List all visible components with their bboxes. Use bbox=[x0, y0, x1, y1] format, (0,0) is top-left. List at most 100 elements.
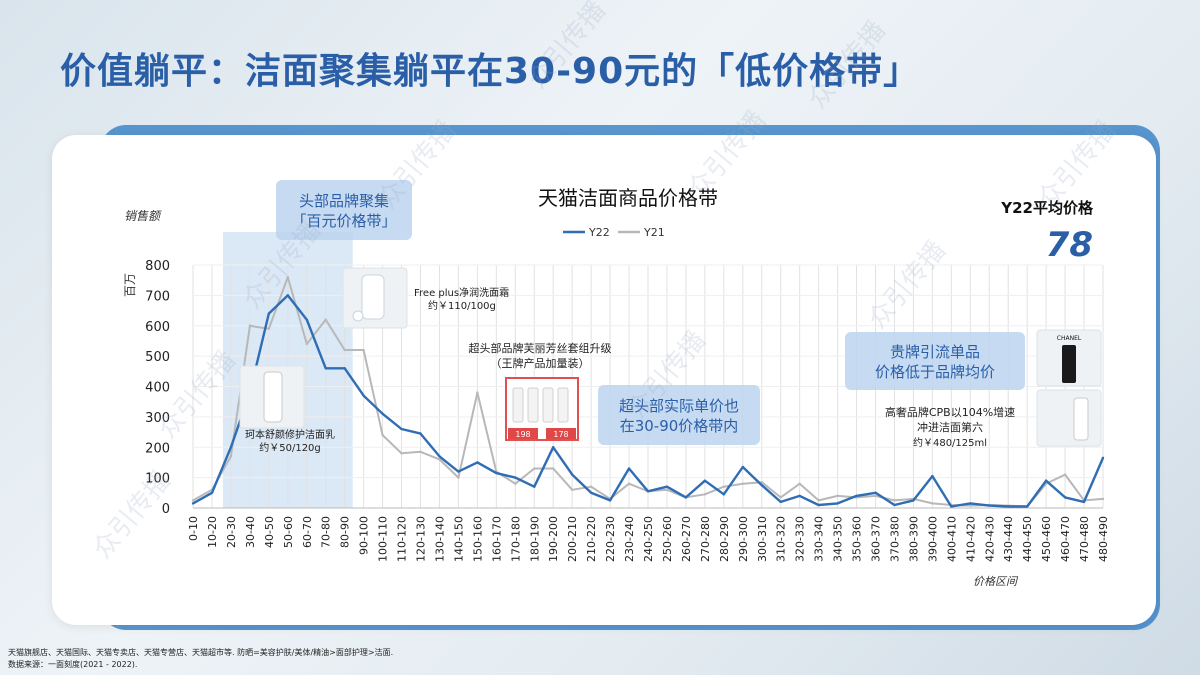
x-tick-label: 310-320 bbox=[775, 516, 788, 562]
callout-top-brand-line1: 头部品牌聚集 bbox=[299, 192, 389, 210]
y-tick-label: 400 bbox=[145, 381, 170, 396]
x-tick-label: 470-480 bbox=[1078, 516, 1091, 562]
callout-luxury-line1: 贵牌引流单品 bbox=[890, 343, 980, 361]
legend-label-y22: Y22 bbox=[588, 226, 610, 239]
cpb-price: 约￥480/125ml bbox=[913, 436, 987, 449]
data-point-y21 bbox=[457, 476, 460, 479]
x-tick-label: 240-250 bbox=[642, 516, 655, 562]
x-tick-label: 140-150 bbox=[452, 516, 465, 562]
data-point-y22 bbox=[476, 461, 479, 464]
x-tick-label: 90-100 bbox=[358, 516, 371, 555]
data-point-y21 bbox=[229, 455, 233, 458]
data-point-y22 bbox=[343, 367, 346, 370]
data-point-y21 bbox=[760, 480, 763, 484]
data-point-y22 bbox=[400, 427, 403, 431]
data-point-y22 bbox=[305, 318, 308, 321]
footnote-sources: 天猫旗舰店、天猫国际、天猫专卖店、天猫专营店、天猫超市等. 防晒=美容护肤/美体… bbox=[8, 648, 394, 657]
data-point-y21 bbox=[817, 499, 820, 502]
data-point-y21 bbox=[400, 452, 403, 455]
x-axis-title: 价格区间 bbox=[973, 575, 1019, 588]
y-tick-label: 500 bbox=[145, 350, 170, 365]
data-point-y21 bbox=[741, 482, 744, 485]
data-point-y22 bbox=[229, 446, 233, 449]
data-point-y22 bbox=[969, 502, 972, 505]
data-point-y21 bbox=[248, 324, 252, 327]
data-point-y21 bbox=[570, 488, 574, 491]
data-point-y22 bbox=[817, 503, 820, 507]
x-tick-label: 340-350 bbox=[832, 516, 845, 562]
x-tick-label: 200-210 bbox=[566, 516, 579, 562]
x-tick-label: 120-130 bbox=[415, 516, 428, 562]
callout-top-brand-line2: 「百元价格带」 bbox=[291, 212, 396, 230]
x-tick-label: 320-330 bbox=[794, 516, 807, 562]
callout-top-brand-box bbox=[276, 180, 412, 240]
x-tick-label: 430-440 bbox=[1002, 516, 1015, 562]
x-tick-label: 420-430 bbox=[983, 516, 996, 562]
data-point-y22 bbox=[988, 504, 991, 507]
data-point-y22 bbox=[798, 494, 801, 498]
y-axis-top-label: 销售额 bbox=[124, 209, 162, 223]
data-point-y21 bbox=[589, 485, 593, 488]
x-tick-label: 210-220 bbox=[585, 516, 598, 562]
x-tick-label: 290-300 bbox=[737, 516, 750, 562]
data-point-y21 bbox=[1101, 497, 1105, 501]
data-point-y22 bbox=[646, 490, 650, 493]
data-point-y21 bbox=[381, 433, 384, 437]
watermark-text: 众引传播 bbox=[802, 16, 892, 115]
watermark-text: 众引传播 bbox=[682, 106, 772, 205]
y-axis-unit-label: 百万 bbox=[123, 273, 137, 297]
data-point-y21 bbox=[438, 458, 441, 461]
data-point-y22 bbox=[1007, 505, 1010, 508]
x-tick-label: 460-470 bbox=[1059, 516, 1072, 562]
data-point-y21 bbox=[703, 493, 707, 496]
data-point-y22 bbox=[779, 500, 782, 504]
data-point-y22 bbox=[855, 494, 858, 498]
data-point-y22 bbox=[912, 499, 915, 502]
y-tick-label: 0 bbox=[162, 502, 170, 517]
x-tick-label: 410-420 bbox=[964, 516, 977, 562]
data-point-y22 bbox=[608, 499, 612, 502]
x-tick-label: 0-10 bbox=[187, 516, 200, 541]
x-tick-label: 100-110 bbox=[377, 516, 390, 562]
fulifangsi-item-shape bbox=[542, 387, 554, 423]
x-tick-label: 390-400 bbox=[926, 516, 939, 562]
y-tick-label: 700 bbox=[145, 289, 170, 304]
x-tick-label: 270-280 bbox=[699, 516, 712, 562]
freeplus-name: Free plus净润洗面霜 bbox=[414, 286, 509, 299]
x-tick-label: 20-30 bbox=[225, 516, 238, 548]
data-point-y21 bbox=[514, 482, 517, 485]
x-tick-label: 170-180 bbox=[509, 516, 522, 562]
data-point-y21 bbox=[419, 450, 422, 454]
footnote-data-source: 数据来源：一面刻度(2021 - 2022). bbox=[8, 660, 138, 669]
data-point-y22 bbox=[419, 432, 422, 435]
x-tick-label: 230-240 bbox=[623, 516, 636, 562]
curel-name: 珂本舒颜修护洁面乳 bbox=[245, 428, 335, 441]
data-point-y21 bbox=[893, 499, 896, 502]
y-tick-label: 800 bbox=[145, 259, 170, 274]
x-tick-label: 150-160 bbox=[471, 516, 484, 562]
cpb-product-image bbox=[1036, 389, 1102, 447]
data-point-y22 bbox=[570, 473, 574, 476]
y-tick-label: 200 bbox=[145, 441, 170, 456]
data-point-y21 bbox=[931, 502, 934, 505]
x-tick-label: 220-230 bbox=[604, 516, 617, 562]
x-tick-label: 440-450 bbox=[1021, 516, 1034, 562]
data-point-y21 bbox=[533, 467, 536, 470]
x-tick-label: 160-170 bbox=[490, 516, 503, 562]
x-tick-label: 60-70 bbox=[301, 516, 314, 548]
callout-super-head-box bbox=[598, 385, 760, 445]
data-point-y22 bbox=[1025, 505, 1029, 508]
data-point-y22 bbox=[514, 476, 517, 479]
x-tick-label: 280-290 bbox=[718, 516, 731, 562]
callout-super-head-line2: 在30-90价格带内 bbox=[620, 417, 739, 435]
watermark-text: 众引传播 bbox=[372, 116, 462, 215]
data-point-y21 bbox=[722, 485, 726, 488]
chanel-tube-shape bbox=[1062, 345, 1076, 383]
cpb-tube-shape bbox=[1073, 397, 1089, 441]
data-point-y22 bbox=[893, 503, 896, 507]
chanel-logo-text: CHANEL bbox=[1057, 335, 1082, 342]
data-point-y21 bbox=[627, 482, 631, 485]
data-point-y22 bbox=[191, 502, 195, 505]
data-point-y22 bbox=[874, 491, 877, 495]
x-tick-label: 450-460 bbox=[1040, 516, 1053, 562]
